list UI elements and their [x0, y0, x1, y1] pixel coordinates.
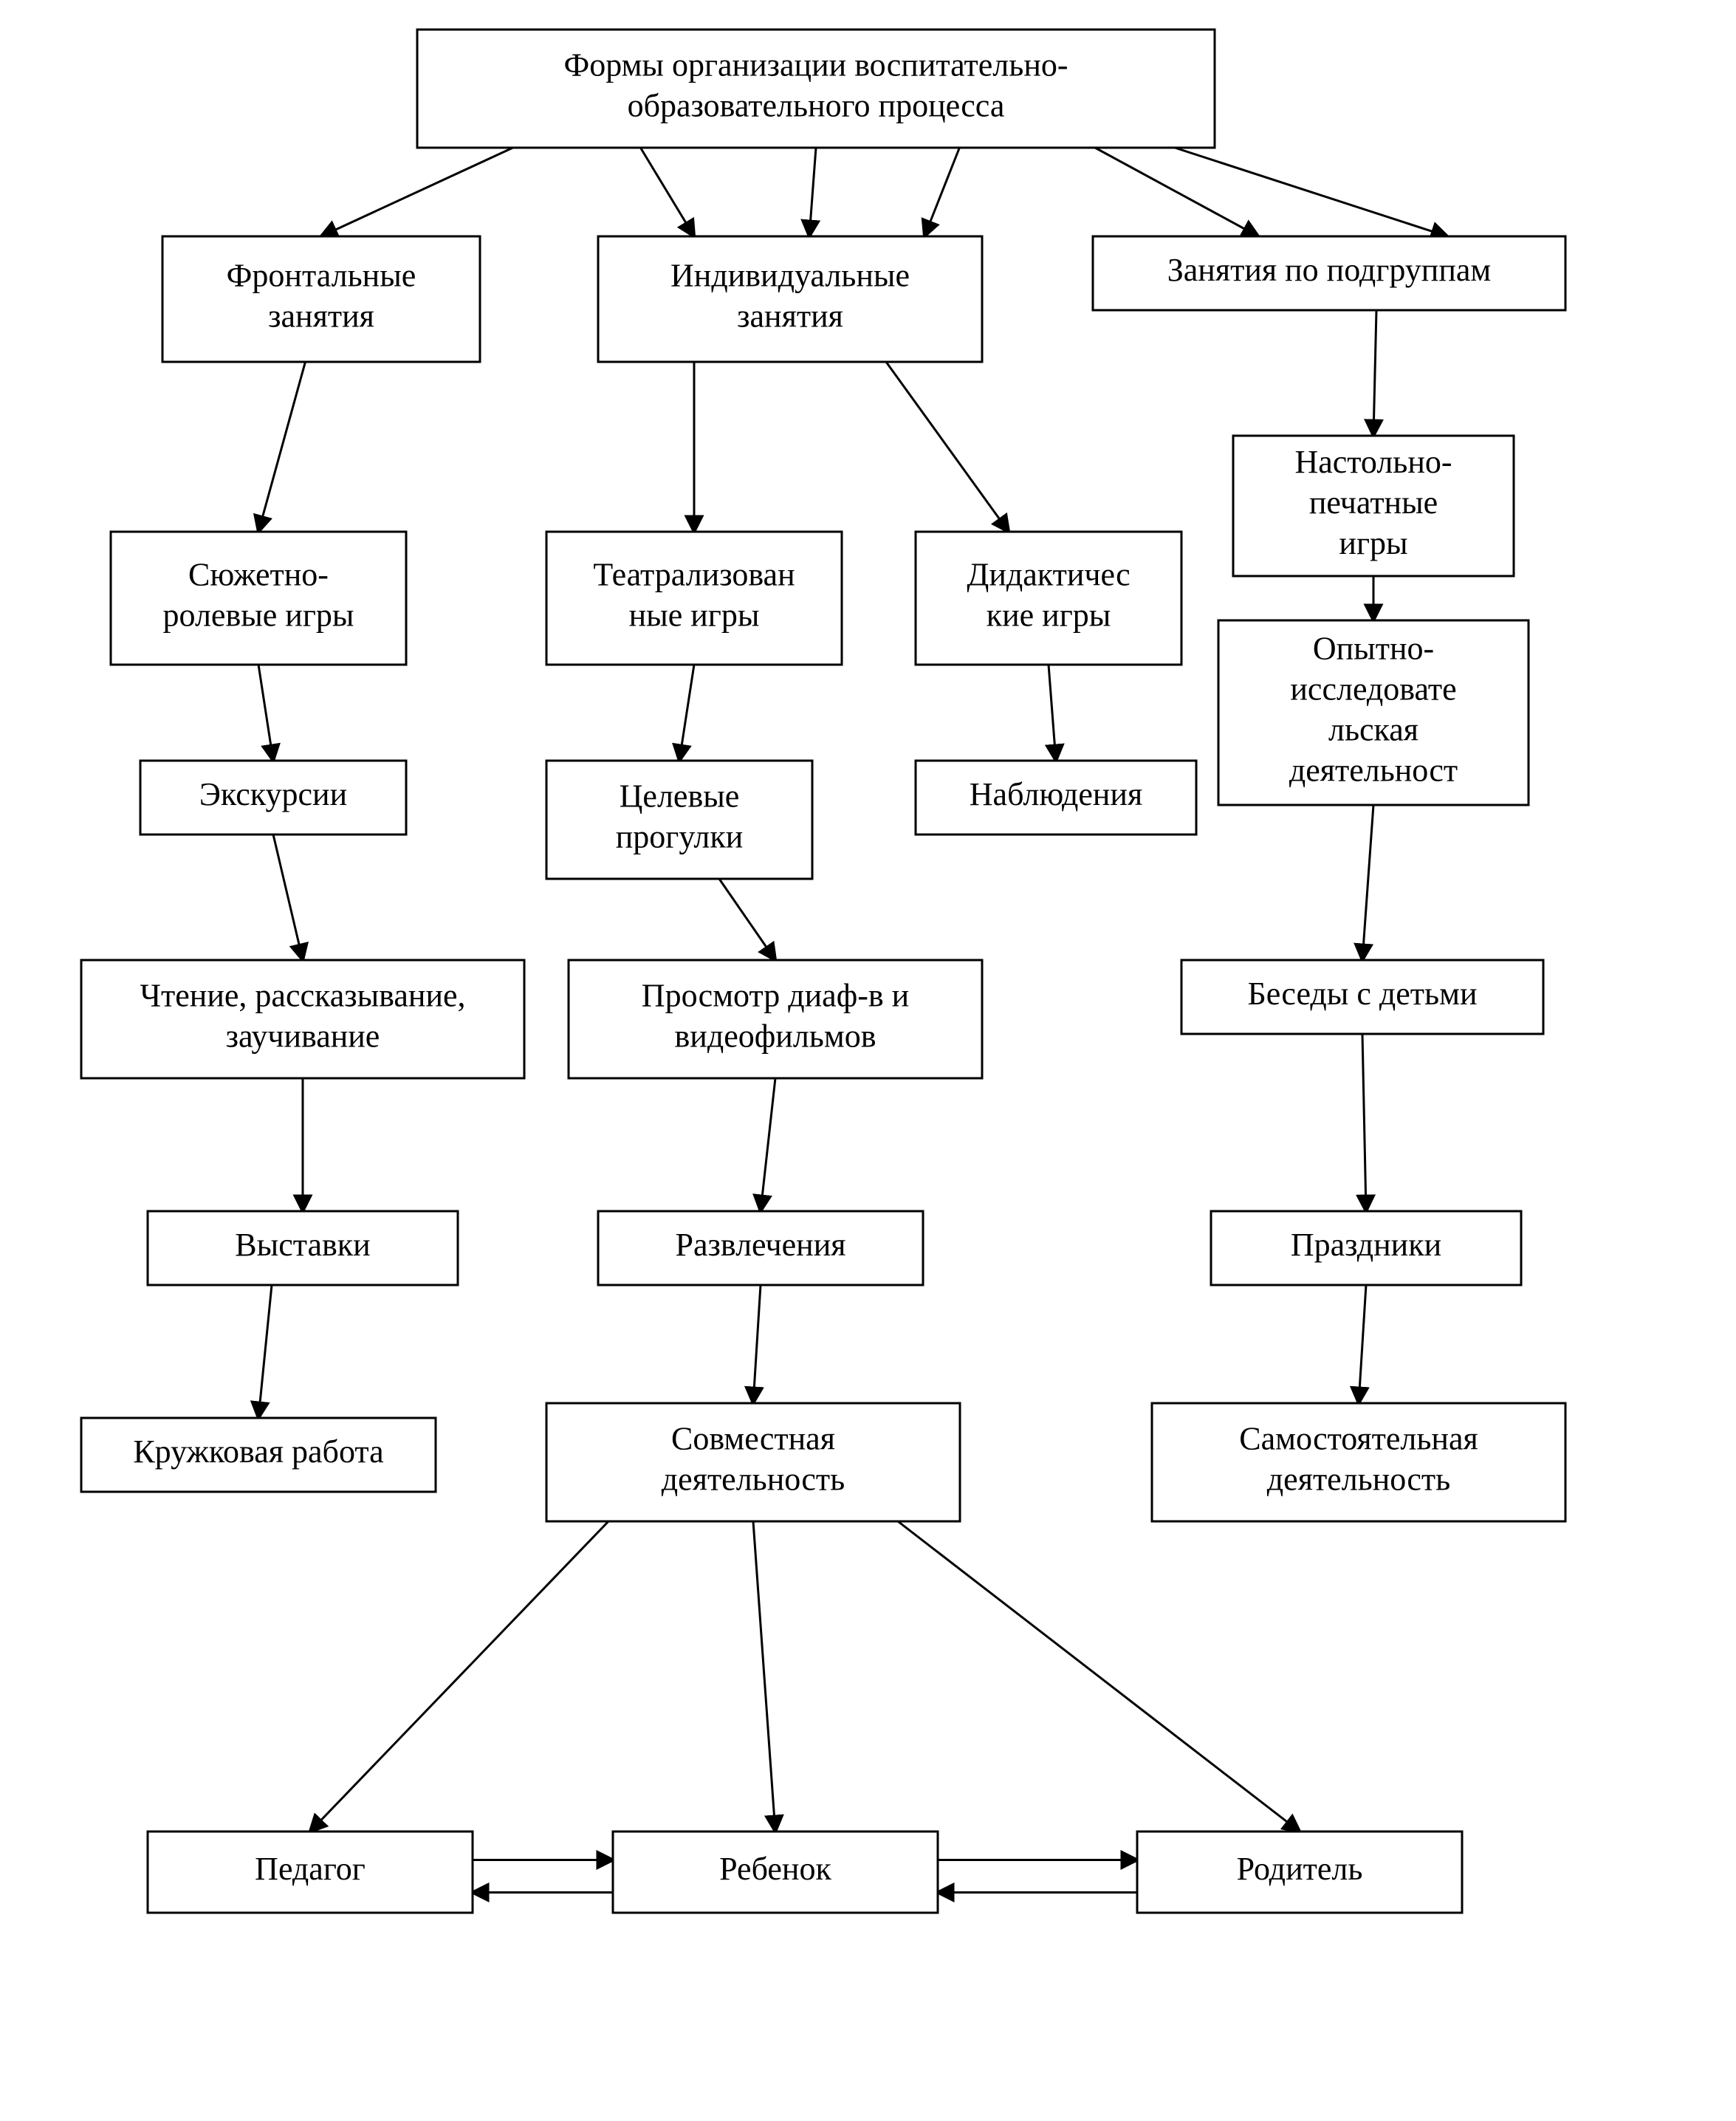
edge-theatre-to-walks [679, 665, 694, 761]
node-parent-line-0: Родитель [1237, 1851, 1363, 1887]
node-indep-line-0: Самостоятельная [1239, 1421, 1478, 1457]
edge-joint-to-parent [898, 1521, 1300, 1832]
node-root: Формы организации воспитательно-образова… [417, 30, 1215, 148]
node-individ-line-1: занятия [737, 298, 843, 335]
node-tabletop: Настольно-печатные игры [1233, 436, 1514, 576]
edge-root-to-individ [809, 148, 816, 236]
edge-talks-to-holidays [1362, 1034, 1366, 1211]
node-subgroup-line-0: Занятия по подгруппам [1167, 252, 1492, 288]
node-frontal-line-1: занятия [268, 298, 374, 335]
node-circles: Кружковая работа [81, 1418, 436, 1492]
node-subgroup: Занятия по подгруппам [1093, 236, 1565, 310]
node-circles-line-0: Кружковая работа [133, 1433, 383, 1470]
edge-holidays-to-indep [1359, 1285, 1366, 1403]
node-holidays: Праздники [1211, 1211, 1521, 1285]
node-walks: Целевые прогулки [546, 761, 812, 879]
node-didactic: Дидактичес кие игры [916, 532, 1181, 665]
node-individ-line-0: Индивидуальные [670, 258, 910, 294]
node-holidays-line-0: Праздники [1291, 1227, 1441, 1263]
node-roleplay-line-0: Сюжетно- [188, 557, 329, 593]
node-tabletop-line-0: Настольно- [1294, 444, 1452, 480]
edge-frontal-to-roleplay [258, 362, 306, 532]
node-watching: Просмотр диаф-в и видеофильмов [569, 960, 982, 1078]
node-roleplay: Сюжетно-ролевые игры [111, 532, 406, 665]
edge-watching-to-entertain [761, 1078, 775, 1211]
node-indep-line-1: деятельность [1267, 1462, 1450, 1498]
node-exhibit: Выставки [148, 1211, 458, 1285]
edge-walks-to-watching [719, 879, 775, 960]
node-walks-line-1: прогулки [616, 819, 744, 855]
flowchart-canvas: Формы организации воспитательно-образова… [0, 0, 1736, 2121]
edge-didactic-to-observ [1049, 665, 1056, 761]
edge-joint-to-child [753, 1521, 775, 1832]
node-teacher: Педагог [148, 1832, 473, 1913]
node-observ-line-0: Наблюдения [970, 776, 1142, 812]
edge-root-to-individ [924, 148, 959, 236]
edge-excursion-to-reading [273, 835, 303, 960]
node-joint-line-1: деятельность [662, 1462, 845, 1498]
edge-root-to-subgroup [1175, 148, 1447, 236]
node-frontal: Фронтальные занятия [162, 236, 480, 362]
node-teacher-line-0: Педагог [255, 1851, 366, 1887]
node-didactic-line-0: Дидактичес [967, 557, 1130, 593]
node-child-line-0: Ребенок [719, 1851, 831, 1887]
node-parent: Родитель [1137, 1832, 1462, 1913]
node-child: Ребенок [613, 1832, 938, 1913]
edge-root-to-subgroup [1095, 148, 1258, 236]
node-entertain: Развлечения [598, 1211, 923, 1285]
node-observ: Наблюдения [916, 761, 1196, 835]
node-talks: Беседы с детьми [1181, 960, 1543, 1034]
edge-individ-to-didactic [886, 362, 1009, 532]
node-reading-line-1: заучивание [226, 1018, 380, 1055]
node-didactic-line-1: кие игры [987, 597, 1111, 634]
node-talks-line-0: Беседы с детьми [1248, 976, 1478, 1012]
node-roleplay-line-1: ролевые игры [163, 597, 354, 634]
node-tabletop-line-2: игры [1339, 525, 1407, 561]
node-indep: Самостоятельная деятельность [1152, 1403, 1565, 1521]
edge-root-to-frontal [321, 148, 513, 236]
node-reading: Чтение, рассказывание, заучивание [81, 960, 524, 1078]
node-root-line-0: Формы организации воспитательно- [563, 47, 1068, 83]
node-watching-line-0: Просмотр диаф-в и [642, 978, 909, 1014]
node-entertain-line-0: Развлечения [676, 1227, 846, 1263]
edge-root-to-individ [640, 148, 694, 236]
edge-joint-to-teacher [310, 1521, 608, 1832]
node-research-line-1: исследовате [1290, 671, 1456, 707]
node-individ: Индивидуальные занятия [598, 236, 982, 362]
node-research-line-0: Опытно- [1313, 631, 1434, 667]
nodes-layer: Формы организации воспитательно-образова… [81, 30, 1565, 1913]
node-root-line-1: образовательного процесса [628, 88, 1005, 124]
node-frontal-line-0: Фронтальные [227, 258, 416, 294]
node-excursion: Экскурсии [140, 761, 406, 835]
node-research-line-2: льская [1328, 712, 1418, 748]
edge-roleplay-to-excursion [258, 665, 273, 761]
node-joint: Совместная деятельность [546, 1403, 960, 1521]
node-research: Опытно-исследовате льская деятельност [1218, 620, 1529, 805]
node-excursion-line-0: Экскурсии [199, 776, 347, 812]
edge-entertain-to-joint [753, 1285, 761, 1403]
node-theatre-line-1: ные игры [629, 597, 760, 634]
node-theatre-line-0: Театрализован [593, 557, 795, 593]
node-exhibit-line-0: Выставки [235, 1227, 370, 1263]
edge-exhibit-to-circles [258, 1285, 272, 1418]
node-watching-line-1: видеофильмов [675, 1018, 876, 1055]
edge-research-to-talks [1362, 805, 1373, 960]
node-walks-line-0: Целевые [620, 778, 740, 815]
node-tabletop-line-1: печатные [1309, 484, 1438, 521]
node-research-line-3: деятельност [1289, 753, 1458, 789]
node-joint-line-0: Совместная [671, 1421, 835, 1457]
node-reading-line-0: Чтение, рассказывание, [140, 978, 465, 1014]
node-theatre: Театрализован ные игры [546, 532, 842, 665]
edge-subgroup-to-tabletop [1373, 310, 1376, 436]
